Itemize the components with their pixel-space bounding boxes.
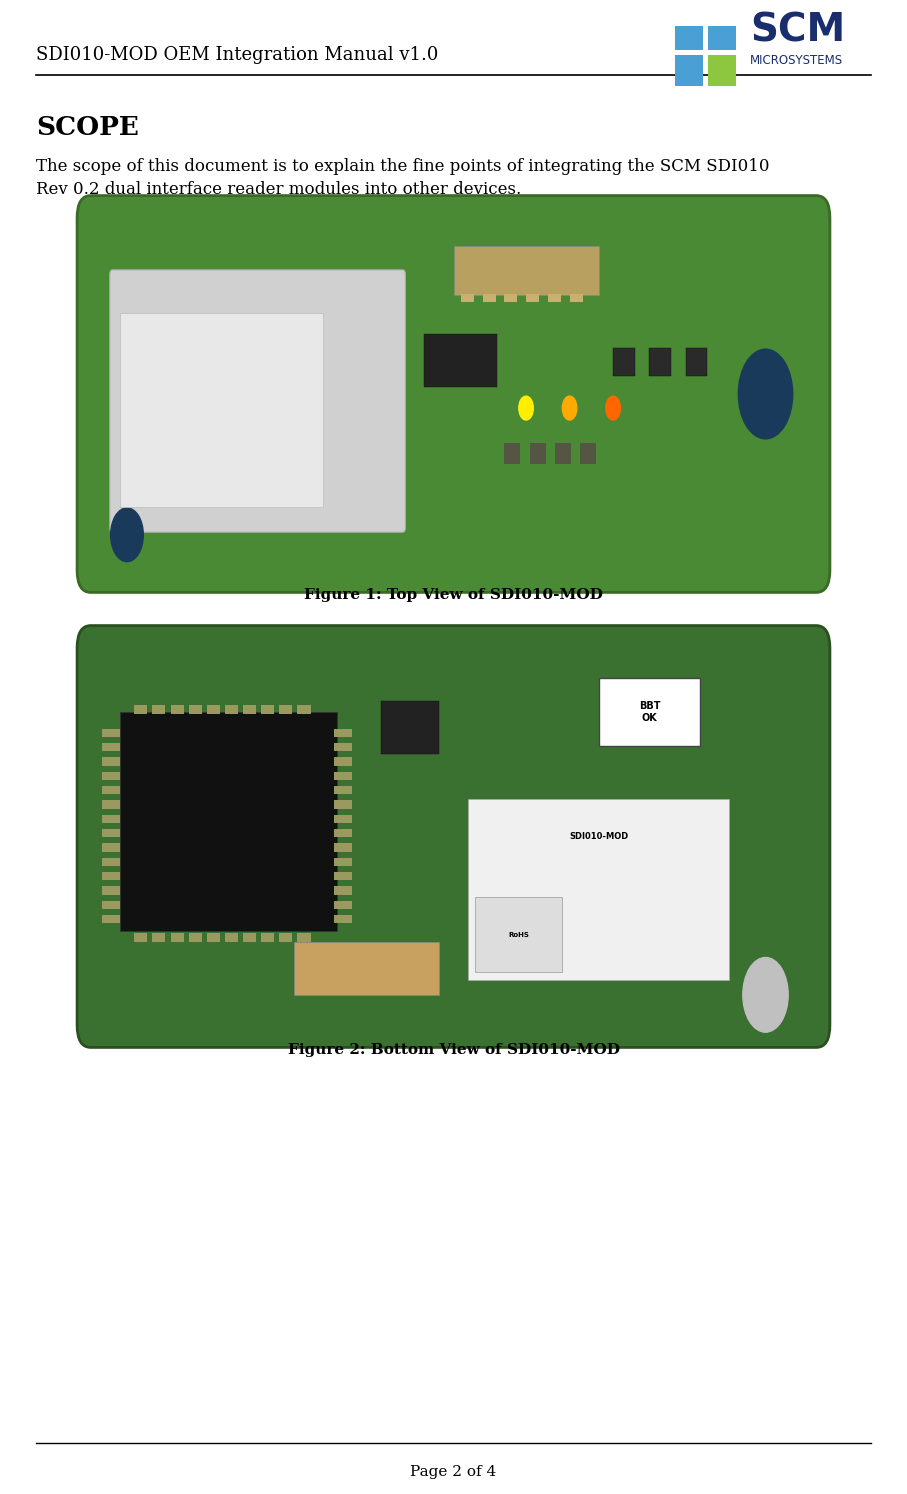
FancyBboxPatch shape: [334, 886, 352, 895]
Circle shape: [738, 350, 793, 439]
Text: SDI010-MOD: SDI010-MOD: [569, 832, 629, 841]
FancyBboxPatch shape: [243, 932, 256, 943]
Text: The scope of this document is to explain the fine points of integrating the SCM : The scope of this document is to explain…: [36, 158, 770, 199]
FancyBboxPatch shape: [334, 843, 352, 852]
FancyBboxPatch shape: [171, 705, 183, 714]
Circle shape: [562, 396, 577, 420]
FancyBboxPatch shape: [102, 858, 120, 867]
FancyBboxPatch shape: [134, 932, 147, 943]
FancyBboxPatch shape: [171, 932, 183, 943]
FancyBboxPatch shape: [225, 705, 238, 714]
FancyBboxPatch shape: [334, 786, 352, 795]
FancyBboxPatch shape: [110, 270, 405, 532]
FancyBboxPatch shape: [526, 294, 539, 302]
Text: Figure 2: Bottom View of SDI010-MOD: Figure 2: Bottom View of SDI010-MOD: [288, 1043, 619, 1056]
FancyBboxPatch shape: [468, 799, 729, 980]
FancyBboxPatch shape: [334, 772, 352, 780]
FancyBboxPatch shape: [102, 829, 120, 837]
FancyBboxPatch shape: [297, 705, 310, 714]
FancyBboxPatch shape: [189, 932, 201, 943]
FancyBboxPatch shape: [207, 932, 219, 943]
Text: SDI010-MOD OEM Integration Manual v1.0: SDI010-MOD OEM Integration Manual v1.0: [36, 46, 439, 64]
Text: Figure 1: Top View of SDI010-MOD: Figure 1: Top View of SDI010-MOD: [304, 589, 603, 602]
FancyBboxPatch shape: [334, 814, 352, 823]
FancyBboxPatch shape: [102, 757, 120, 765]
FancyBboxPatch shape: [189, 705, 201, 714]
FancyBboxPatch shape: [334, 729, 352, 737]
FancyBboxPatch shape: [708, 25, 736, 49]
FancyBboxPatch shape: [334, 914, 352, 923]
FancyBboxPatch shape: [261, 932, 274, 943]
FancyBboxPatch shape: [207, 705, 219, 714]
FancyBboxPatch shape: [102, 872, 120, 880]
FancyBboxPatch shape: [77, 626, 830, 1047]
FancyBboxPatch shape: [580, 444, 597, 465]
FancyBboxPatch shape: [483, 294, 495, 302]
FancyBboxPatch shape: [334, 901, 352, 908]
FancyBboxPatch shape: [279, 705, 292, 714]
FancyBboxPatch shape: [555, 444, 571, 465]
Text: MICROSYSTEMS: MICROSYSTEMS: [750, 54, 844, 67]
FancyBboxPatch shape: [152, 705, 165, 714]
Circle shape: [606, 396, 620, 420]
Text: SCOPE: SCOPE: [36, 115, 139, 140]
Circle shape: [519, 396, 533, 420]
FancyBboxPatch shape: [334, 757, 352, 765]
FancyBboxPatch shape: [675, 55, 703, 87]
FancyBboxPatch shape: [102, 743, 120, 751]
FancyBboxPatch shape: [530, 444, 546, 465]
FancyBboxPatch shape: [454, 247, 599, 296]
FancyBboxPatch shape: [686, 348, 707, 376]
Text: RoHS: RoHS: [508, 932, 530, 938]
FancyBboxPatch shape: [225, 932, 238, 943]
FancyBboxPatch shape: [424, 335, 497, 387]
FancyBboxPatch shape: [504, 444, 521, 465]
FancyBboxPatch shape: [279, 932, 292, 943]
FancyBboxPatch shape: [599, 678, 700, 746]
FancyBboxPatch shape: [504, 294, 517, 302]
FancyBboxPatch shape: [294, 943, 439, 995]
FancyBboxPatch shape: [134, 705, 147, 714]
FancyBboxPatch shape: [334, 872, 352, 880]
FancyBboxPatch shape: [102, 786, 120, 795]
FancyBboxPatch shape: [120, 713, 337, 931]
FancyBboxPatch shape: [334, 858, 352, 867]
FancyBboxPatch shape: [77, 196, 830, 593]
Circle shape: [111, 508, 143, 562]
Text: BBT
OK: BBT OK: [639, 701, 660, 723]
FancyBboxPatch shape: [649, 348, 671, 376]
FancyBboxPatch shape: [102, 901, 120, 908]
FancyBboxPatch shape: [120, 314, 323, 506]
Circle shape: [743, 958, 788, 1032]
FancyBboxPatch shape: [708, 55, 736, 87]
FancyBboxPatch shape: [548, 294, 561, 302]
FancyBboxPatch shape: [152, 932, 165, 943]
FancyBboxPatch shape: [334, 829, 352, 837]
FancyBboxPatch shape: [461, 294, 473, 302]
FancyBboxPatch shape: [243, 705, 256, 714]
FancyBboxPatch shape: [381, 701, 439, 753]
FancyBboxPatch shape: [102, 886, 120, 895]
FancyBboxPatch shape: [334, 743, 352, 751]
FancyBboxPatch shape: [675, 25, 703, 49]
Text: SCM: SCM: [750, 10, 845, 49]
FancyBboxPatch shape: [613, 348, 635, 376]
FancyBboxPatch shape: [475, 896, 562, 973]
FancyBboxPatch shape: [102, 729, 120, 737]
Text: Page 2 of 4: Page 2 of 4: [410, 1466, 497, 1479]
FancyBboxPatch shape: [102, 843, 120, 852]
FancyBboxPatch shape: [570, 294, 582, 302]
FancyBboxPatch shape: [102, 772, 120, 780]
FancyBboxPatch shape: [102, 814, 120, 823]
FancyBboxPatch shape: [102, 914, 120, 923]
FancyBboxPatch shape: [102, 801, 120, 808]
FancyBboxPatch shape: [261, 705, 274, 714]
FancyBboxPatch shape: [334, 801, 352, 808]
FancyBboxPatch shape: [297, 932, 310, 943]
